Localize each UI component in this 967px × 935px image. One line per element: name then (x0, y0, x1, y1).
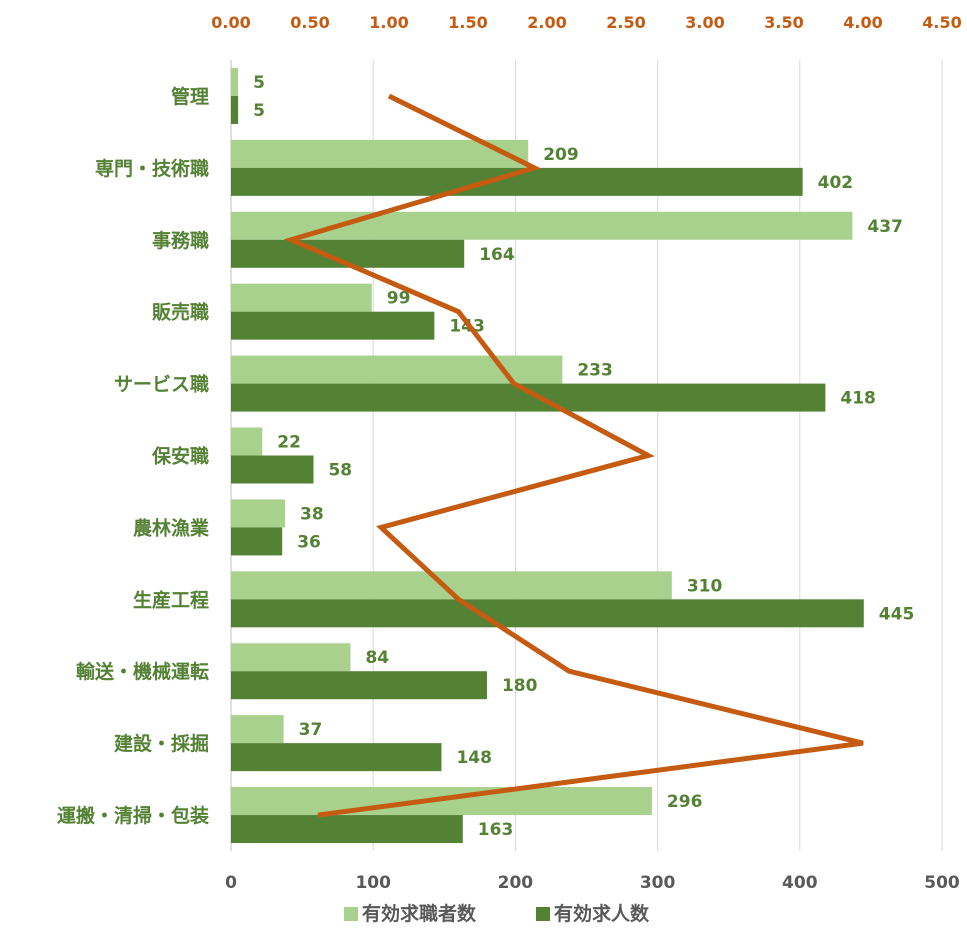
category-label: 建設・採掘 (114, 732, 209, 755)
bar-jobseekers (231, 643, 351, 672)
legend-label: 有効求職者数 (362, 902, 477, 925)
x-axis-top: 0.00 0.50 1.00 1.50 2.00 2.50 3.00 3.50 4.00 4.50 (211, 13, 961, 32)
legend-swatch (344, 907, 358, 921)
x-tick-label-top: 0.00 (211, 13, 250, 32)
legend-swatch (536, 907, 550, 921)
data-label-jobseekers: 437 (867, 217, 903, 237)
legend-label: 有効求人数 (554, 902, 650, 925)
data-label-openings: 163 (478, 820, 514, 840)
legend: 有効求職者数 有効求人数 (344, 902, 650, 925)
x-tick-label-top: 3.50 (764, 13, 803, 32)
data-label-jobseekers: 5 (253, 73, 265, 93)
bar-series: 5520940243716499143233418225838363104458… (231, 67, 915, 844)
data-label-openings: 180 (502, 676, 538, 696)
data-label-jobseekers: 310 (687, 576, 723, 596)
category-labels: 管理専門・技術職事務職販売職サービス職保安職農林漁業生産工程輸送・機械運転建設・… (57, 85, 210, 827)
data-label-jobseekers: 22 (277, 433, 301, 453)
data-label-jobseekers: 209 (543, 145, 579, 165)
bar-jobseekers (231, 427, 263, 456)
data-label-openings: 445 (879, 604, 915, 624)
category-label: 専門・技術職 (95, 157, 209, 180)
bar-openings (231, 815, 463, 844)
x-tick-label-top: 3.00 (685, 13, 724, 32)
bar-openings (231, 95, 239, 124)
category-label: 販売職 (152, 301, 209, 324)
data-label-jobseekers: 99 (387, 289, 411, 309)
data-label-openings: 148 (456, 748, 492, 768)
bar-jobseekers (231, 67, 239, 96)
bar-jobseekers (231, 715, 284, 744)
ratio-line (283, 93, 864, 818)
bar-openings (231, 743, 442, 772)
category-label: 生産工程 (133, 588, 209, 611)
bar-openings (231, 383, 826, 412)
x-tick-label-top: 4.00 (843, 13, 882, 32)
data-label-jobseekers: 296 (667, 792, 703, 812)
category-label: 運搬・清掃・包装 (57, 804, 209, 827)
bar-openings (231, 311, 435, 340)
x-tick-label-top: 0.50 (290, 13, 329, 32)
x-tick-label-bottom: 100 (355, 873, 391, 893)
x-tick-label-bottom: 300 (640, 873, 676, 893)
bar-jobseekers (231, 283, 372, 312)
bar-jobseekers (231, 211, 853, 240)
data-label-openings: 36 (297, 532, 321, 552)
data-label-openings: 418 (840, 389, 876, 409)
category-label: 輸送・機械運転 (76, 660, 209, 683)
x-tick-label-top: 2.00 (527, 13, 566, 32)
data-label-jobseekers: 37 (299, 720, 323, 740)
bar-openings (231, 599, 864, 628)
category-label: 保安職 (151, 445, 209, 468)
data-label-openings: 402 (818, 173, 854, 193)
x-axis-bottom: 0 100 200 300 400 500 (225, 873, 960, 893)
category-label: サービス職 (114, 373, 209, 396)
data-label-jobseekers: 84 (365, 648, 389, 668)
bar-jobseekers (231, 499, 286, 528)
category-label: 管理 (171, 85, 209, 108)
x-tick-label-bottom: 200 (498, 873, 534, 893)
data-label-openings: 58 (328, 461, 352, 481)
data-label-jobseekers: 233 (577, 361, 613, 381)
category-label: 農林漁業 (133, 516, 210, 539)
x-tick-label-bottom: 400 (782, 873, 818, 893)
bar-openings (231, 671, 487, 700)
data-label-jobseekers: 38 (300, 504, 324, 524)
data-label-openings: 5 (253, 101, 265, 121)
x-tick-label-top: 1.00 (369, 13, 408, 32)
bar-openings (231, 455, 314, 484)
x-tick-label-bottom: 0 (225, 873, 237, 893)
x-tick-label-bottom: 500 (924, 873, 960, 893)
x-tick-label-top: 4.50 (922, 13, 961, 32)
bar-jobseekers (231, 139, 529, 168)
category-label: 事務職 (152, 229, 209, 252)
x-tick-label-top: 1.50 (448, 13, 487, 32)
x-tick-label-top: 2.50 (606, 13, 645, 32)
data-label-openings: 164 (479, 245, 515, 265)
ratio-line-series (283, 93, 864, 818)
bar-openings (231, 527, 283, 556)
